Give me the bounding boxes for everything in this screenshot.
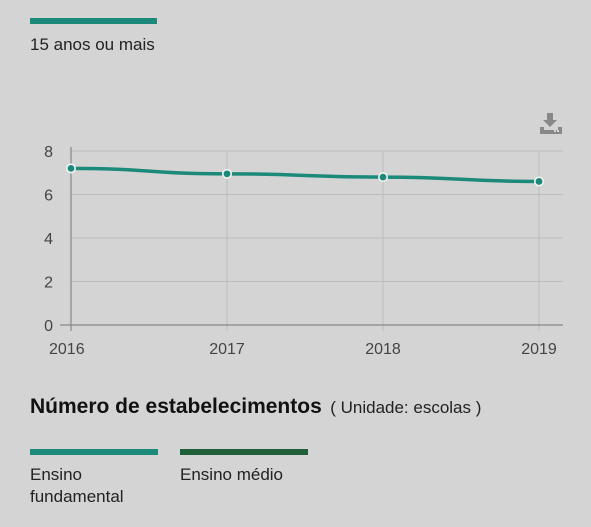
y-tick-label: 0 bbox=[44, 318, 53, 335]
legend-label: Ensino médio bbox=[180, 465, 284, 484]
y-tick-label: 6 bbox=[44, 188, 53, 205]
x-tick-label: 2017 bbox=[209, 341, 245, 358]
series-legend-label: 15 anos ou mais bbox=[30, 35, 155, 54]
line-chart: 0 2 4 6 8 2016 2017 2018 2019 bbox=[44, 144, 563, 358]
data-point bbox=[222, 168, 233, 179]
legend-ensino-medio[interactable]: Ensino médio bbox=[180, 449, 330, 486]
section-title: Número de estabelecimentos ( Unidade: es… bbox=[30, 395, 481, 419]
series-legend-swatch bbox=[30, 18, 157, 24]
y-tick-label: 4 bbox=[44, 231, 53, 248]
x-tick-label: 2018 bbox=[365, 341, 401, 358]
x-tick-label: 2016 bbox=[49, 341, 85, 358]
legend-swatch bbox=[30, 449, 158, 455]
legend-ensino-fundamental[interactable]: Ensino fundamental bbox=[30, 449, 170, 508]
y-tick-label: 2 bbox=[44, 275, 53, 292]
series-line bbox=[70, 166, 540, 184]
data-point bbox=[66, 163, 77, 174]
section-title-text: Número de estabelecimentos bbox=[30, 395, 322, 418]
download-icon[interactable] bbox=[538, 112, 564, 136]
legend-label: Ensino fundamental bbox=[30, 465, 124, 506]
section-unit: ( Unidade: escolas ) bbox=[330, 398, 482, 417]
data-point bbox=[533, 176, 544, 187]
series-legend[interactable]: 15 anos ou mais bbox=[30, 18, 170, 56]
legend-swatch bbox=[180, 449, 308, 455]
x-tick-label: 2019 bbox=[521, 341, 557, 358]
data-point bbox=[377, 172, 388, 183]
y-tick-label: 8 bbox=[44, 144, 53, 161]
